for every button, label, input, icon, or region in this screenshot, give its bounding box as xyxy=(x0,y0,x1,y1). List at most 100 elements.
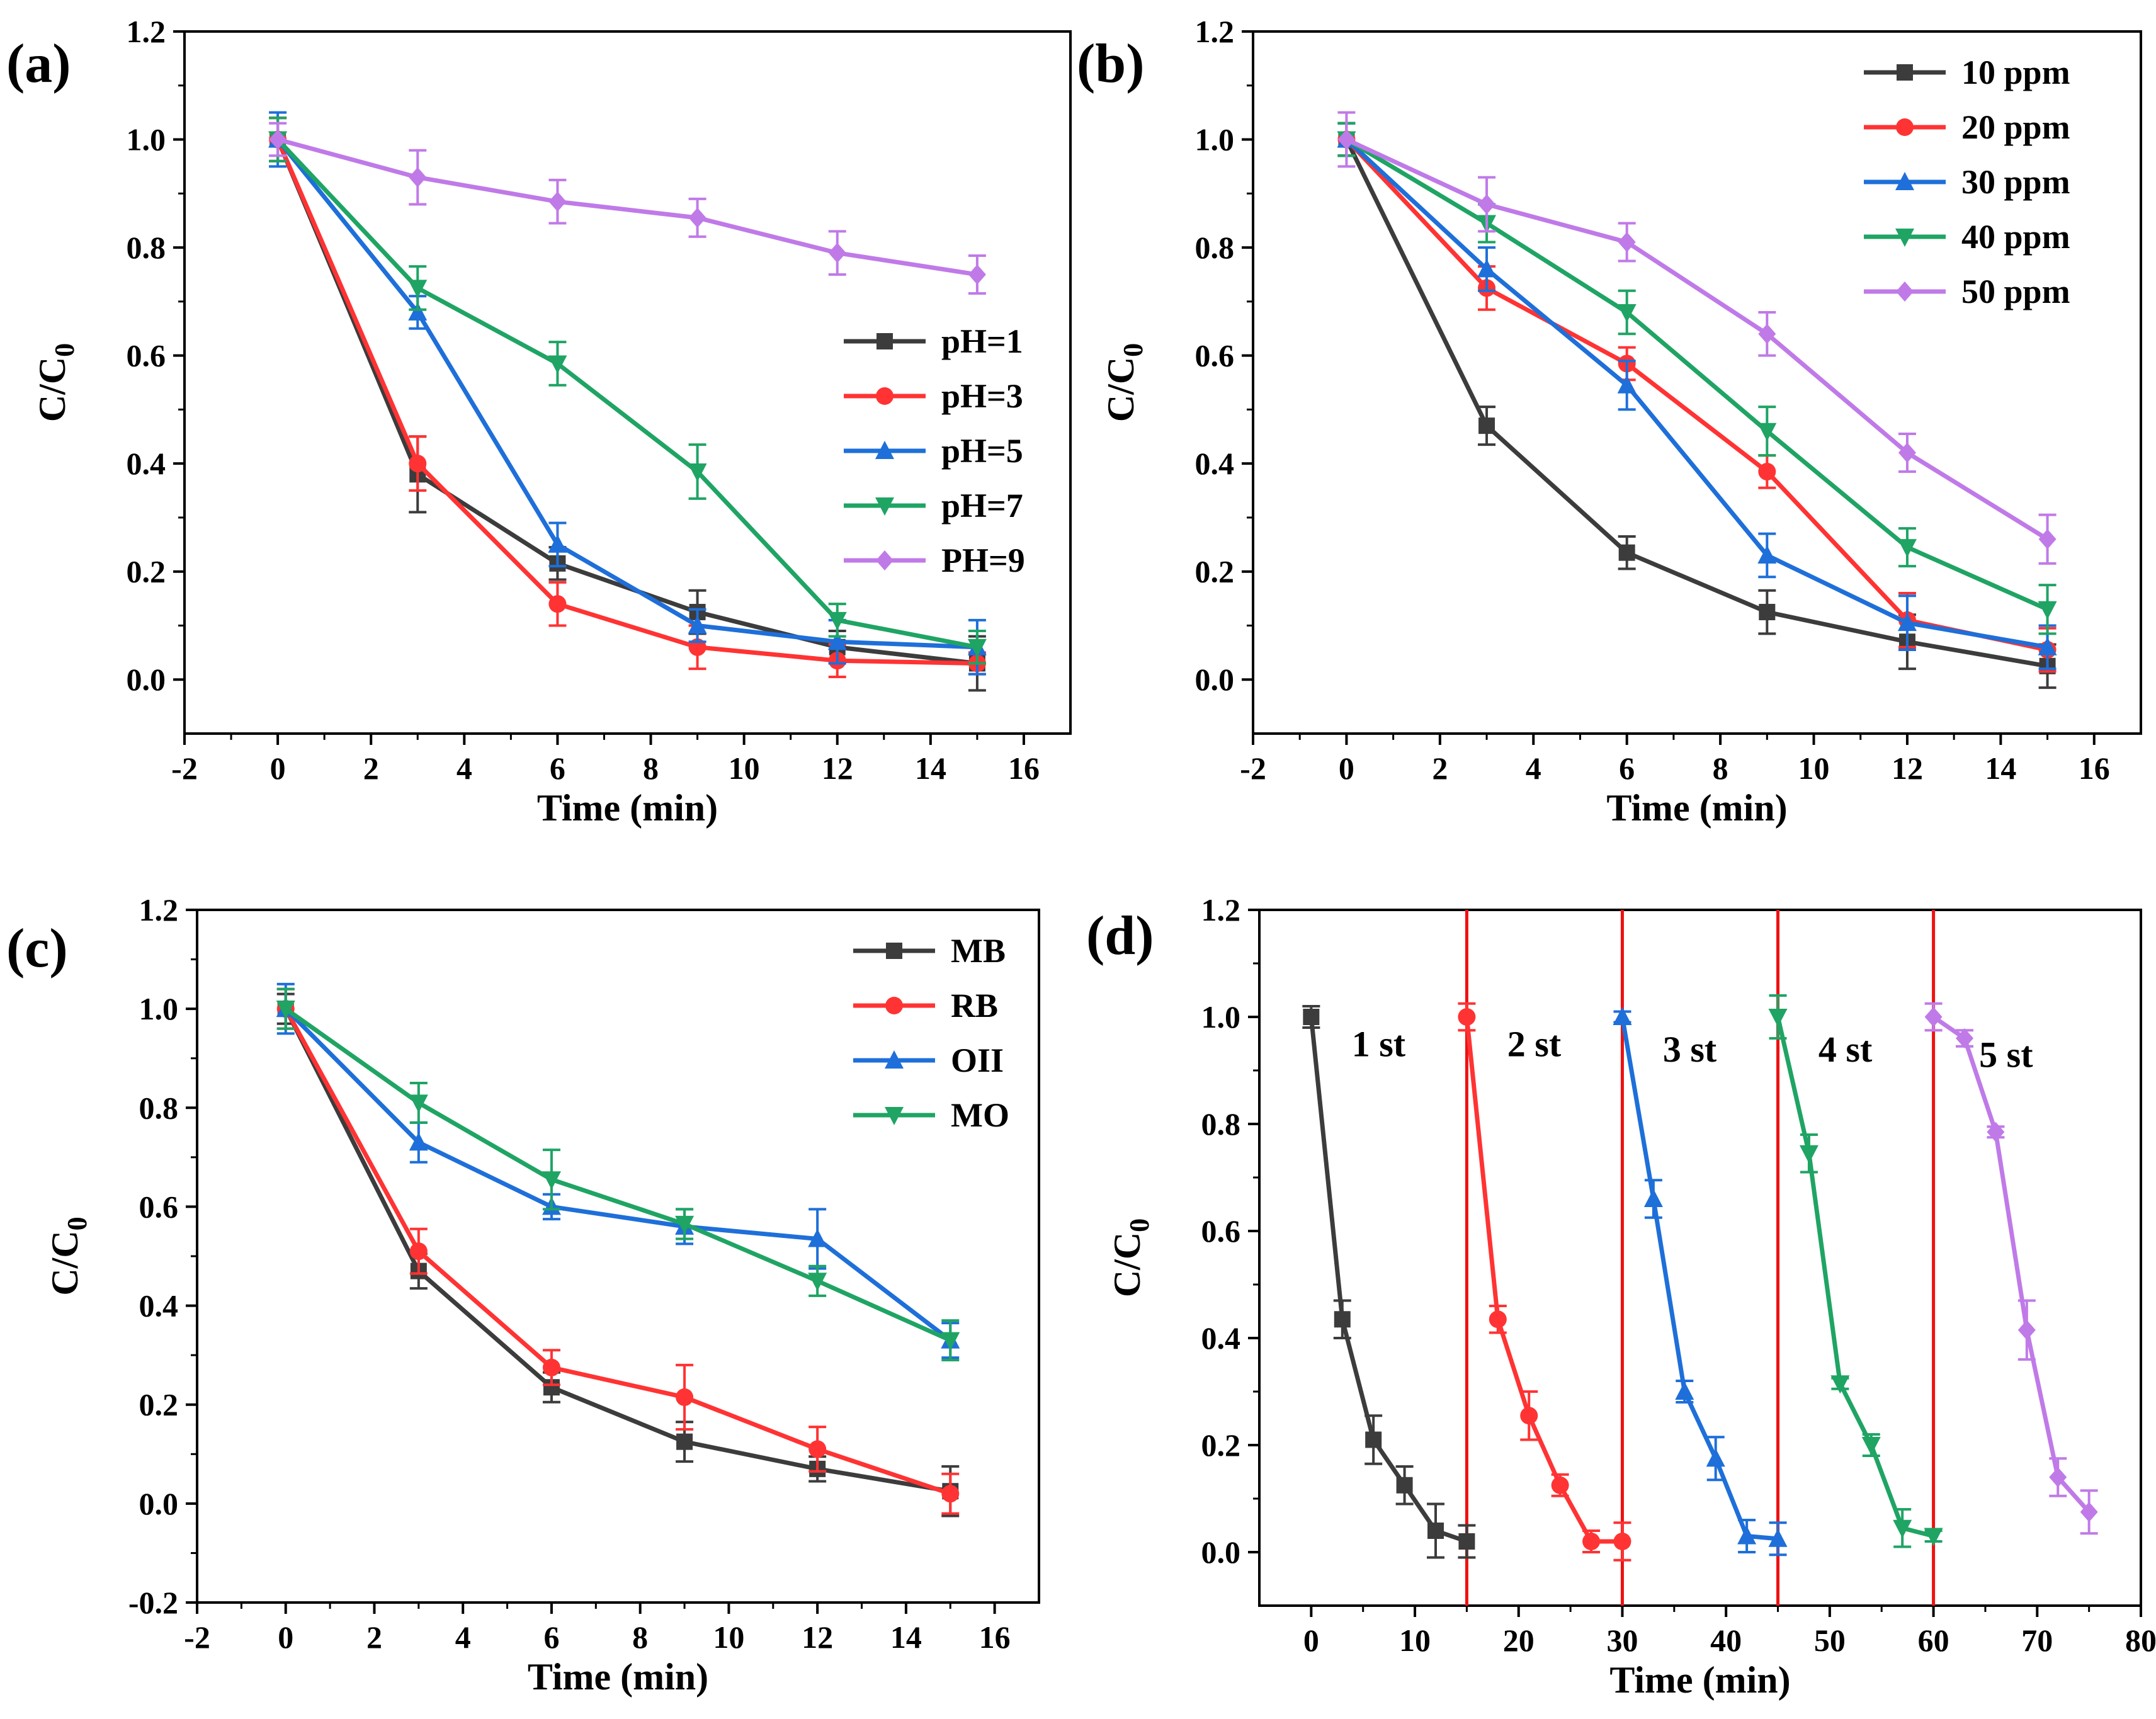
legend-marker xyxy=(1896,281,1914,302)
data-point xyxy=(688,615,707,634)
series-ph-7 xyxy=(268,116,987,665)
x-tick-label: -2 xyxy=(171,751,198,786)
data-point xyxy=(548,191,567,212)
series-ph-1 xyxy=(269,116,986,692)
data-point xyxy=(675,1215,695,1234)
legend-marker xyxy=(1895,172,1914,190)
legend-label: MB xyxy=(951,932,1006,970)
cycle-label: 1 st xyxy=(1352,1024,1406,1065)
x-tick-label: 16 xyxy=(2079,751,2110,786)
data-point xyxy=(409,1094,428,1113)
x-tick-label: 2 xyxy=(1432,751,1448,786)
series-line xyxy=(284,1007,952,1342)
legend-marker xyxy=(885,1050,904,1069)
y-axis-title: C/C0 xyxy=(44,1217,93,1295)
x-tick-label: 0 xyxy=(1339,751,1354,786)
data-point xyxy=(808,1273,827,1291)
data-point xyxy=(1706,1448,1725,1467)
data-point xyxy=(409,455,427,473)
x-tick-label: -2 xyxy=(184,1620,210,1655)
panel-label: (d) xyxy=(1086,905,1154,967)
cycle-label: 3 st xyxy=(1663,1029,1717,1070)
series-line xyxy=(1776,1016,1934,1538)
y-tick-label: 0.8 xyxy=(1201,1106,1241,1142)
plot-frame xyxy=(196,909,1040,1604)
data-point xyxy=(1396,1477,1413,1494)
data-point xyxy=(676,1433,693,1450)
y-axis-title: C/C0 xyxy=(1100,343,1149,422)
legend-label: pH=3 xyxy=(941,377,1023,415)
legend: pH=1 pH=3 pH=5 pH=7 PH=9 xyxy=(844,322,1025,579)
data-point xyxy=(1618,544,1635,561)
series-50-ppm xyxy=(1337,111,2057,565)
x-tick-label: 60 xyxy=(1918,1623,1949,1658)
legend-marker xyxy=(875,497,894,516)
legend-marker xyxy=(877,333,893,349)
legend-label: OII xyxy=(951,1041,1004,1079)
y-tick-label: 0.0 xyxy=(1201,1535,1241,1570)
y-tick-label: 1.2 xyxy=(1201,892,1241,928)
y-tick-label: 0.4 xyxy=(127,446,166,481)
data-point xyxy=(1618,232,1636,252)
y-tick-label: 0.0 xyxy=(127,662,166,697)
data-point xyxy=(941,1332,960,1351)
data-point xyxy=(1799,1145,1818,1164)
data-point xyxy=(548,534,567,553)
data-point xyxy=(808,1228,827,1247)
x-tick-label: 4 xyxy=(455,1620,471,1655)
data-point xyxy=(967,638,987,657)
data-point xyxy=(2038,601,2057,620)
y-tick-label: 0.2 xyxy=(139,1387,179,1422)
data-point xyxy=(269,129,287,150)
x-tick-label: 0 xyxy=(1303,1623,1319,1658)
legend-label: 50 ppm xyxy=(1961,273,2070,310)
x-tick-label: 14 xyxy=(1985,751,2016,786)
x-tick-label: 20 xyxy=(1503,1623,1535,1658)
series-10-ppm xyxy=(1337,122,2057,689)
legend-label: PH=9 xyxy=(941,542,1025,579)
data-point xyxy=(941,1485,960,1503)
series-line xyxy=(275,139,978,666)
data-point xyxy=(688,463,707,482)
x-axis-title: Time (min) xyxy=(537,787,718,829)
data-point xyxy=(1757,423,1777,441)
legend-label: pH=1 xyxy=(941,322,1023,360)
series-line xyxy=(275,139,977,666)
series-line xyxy=(1344,138,2048,652)
legend: MB RB OII MO xyxy=(853,932,1009,1134)
legend-marker xyxy=(886,943,902,959)
series-3-st xyxy=(1613,1007,1788,1557)
data-point xyxy=(548,355,567,374)
series-4-st xyxy=(1768,994,1943,1548)
y-axis-title-subscript: 0 xyxy=(1118,343,1149,357)
data-point xyxy=(1458,1533,1475,1550)
y-axis-title: C/C0 xyxy=(31,343,80,422)
y-tick-label: 0.6 xyxy=(139,1189,179,1224)
series-line xyxy=(1345,137,2048,650)
data-point xyxy=(968,264,986,285)
y-tick-label: 0.2 xyxy=(1195,554,1235,589)
legend-label: MO xyxy=(951,1096,1009,1134)
data-point xyxy=(1551,1476,1569,1494)
series-line xyxy=(1464,1016,1623,1544)
y-axis-title: C/C0 xyxy=(1106,1218,1155,1297)
legend-label: 40 ppm xyxy=(1961,218,2070,256)
data-point xyxy=(1617,375,1637,394)
data-point xyxy=(1303,1009,1320,1025)
series-mo xyxy=(276,987,960,1361)
y-axis-title-main: C/C xyxy=(31,357,73,422)
series-2-st xyxy=(1458,1002,1631,1562)
series-line xyxy=(1620,1016,1778,1541)
x-tick-label: 14 xyxy=(890,1620,922,1655)
data-point xyxy=(276,1001,295,1019)
x-tick-label: 8 xyxy=(643,751,659,786)
data-point xyxy=(1897,539,1917,558)
x-tick-label: 50 xyxy=(1814,1623,1846,1658)
data-point xyxy=(1768,1528,1788,1547)
data-point xyxy=(1478,417,1495,434)
data-point xyxy=(1924,1528,1943,1546)
data-point xyxy=(2080,1502,2098,1523)
x-tick-label: 40 xyxy=(1710,1623,1742,1658)
data-point xyxy=(827,632,847,650)
